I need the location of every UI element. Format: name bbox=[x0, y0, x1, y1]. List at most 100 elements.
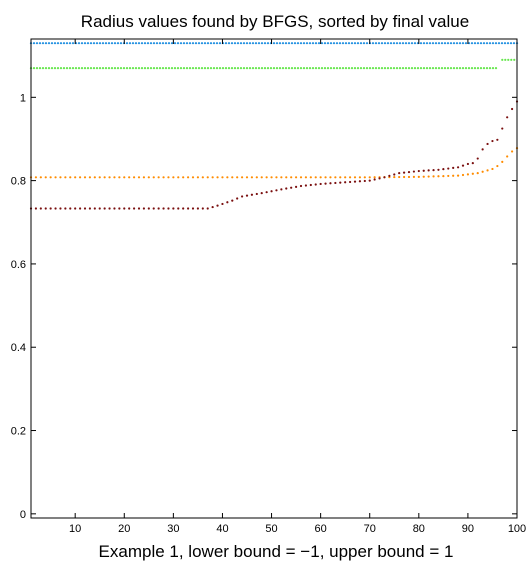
data-point bbox=[507, 58, 510, 61]
data-point bbox=[452, 42, 456, 45]
data-point bbox=[275, 176, 278, 179]
data-point bbox=[417, 175, 420, 178]
data-point bbox=[218, 42, 222, 45]
data-point bbox=[311, 42, 315, 45]
data-point bbox=[395, 67, 399, 70]
data-point bbox=[128, 207, 131, 210]
data-point bbox=[142, 207, 146, 210]
data-point bbox=[287, 67, 291, 70]
data-point bbox=[461, 173, 465, 177]
x-tick-label: 90 bbox=[462, 523, 474, 535]
data-point bbox=[212, 67, 216, 70]
data-point bbox=[266, 42, 270, 45]
data-point bbox=[137, 176, 141, 179]
data-point bbox=[305, 42, 309, 45]
data-point bbox=[65, 42, 69, 45]
data-point bbox=[152, 67, 156, 70]
axis-ticks: 10 20 30 40 50 60 70 80 90 100 0 0.2 0.4 0.6 0.8 1 bbox=[11, 39, 526, 535]
data-point bbox=[410, 67, 414, 70]
data-point bbox=[92, 67, 96, 70]
data-point bbox=[39, 176, 42, 179]
data-point bbox=[59, 207, 62, 210]
data-point bbox=[98, 67, 102, 70]
data-point bbox=[215, 67, 219, 70]
data-point bbox=[44, 207, 47, 210]
data-point bbox=[93, 207, 96, 210]
data-point bbox=[473, 67, 477, 70]
data-point bbox=[339, 176, 342, 179]
data-point bbox=[486, 142, 489, 146]
data-point bbox=[107, 42, 111, 45]
data-point bbox=[299, 67, 303, 70]
data-point bbox=[344, 181, 347, 184]
data-point bbox=[324, 182, 327, 185]
data-point bbox=[196, 176, 200, 179]
data-point bbox=[221, 202, 224, 206]
data-point bbox=[456, 166, 460, 169]
data-point bbox=[216, 204, 219, 207]
data-point bbox=[98, 207, 101, 210]
data-point bbox=[236, 42, 240, 45]
data-point bbox=[496, 164, 499, 168]
data-point bbox=[50, 42, 54, 45]
y-tick-label: 0.6 bbox=[11, 259, 26, 271]
data-point bbox=[290, 186, 293, 189]
data-point bbox=[32, 42, 36, 45]
data-point bbox=[227, 67, 231, 70]
data-point bbox=[122, 67, 126, 70]
data-point bbox=[338, 42, 342, 45]
data-point bbox=[103, 176, 106, 179]
data-point bbox=[278, 67, 282, 70]
data-point bbox=[296, 42, 300, 45]
y-tick-label: 1 bbox=[20, 92, 26, 104]
data-point bbox=[378, 177, 381, 180]
y-tick-label: 0 bbox=[20, 509, 26, 521]
data-point bbox=[74, 176, 77, 179]
data-point bbox=[38, 42, 42, 45]
data-point bbox=[107, 67, 111, 70]
plot-frame bbox=[30, 38, 518, 519]
data-point bbox=[167, 67, 171, 70]
data-point bbox=[98, 176, 101, 179]
data-point bbox=[239, 67, 243, 70]
data-point bbox=[482, 42, 486, 45]
data-point bbox=[257, 42, 261, 45]
data-point bbox=[353, 176, 357, 179]
data-point bbox=[494, 42, 498, 45]
data-point bbox=[358, 176, 362, 179]
data-point bbox=[206, 67, 210, 70]
data-point bbox=[368, 67, 372, 70]
data-point bbox=[329, 67, 333, 70]
x-tick-label: 60 bbox=[315, 523, 327, 535]
data-point bbox=[177, 207, 180, 210]
chart-title: Radius values found by BFGS, sorted by f… bbox=[81, 12, 469, 31]
data-point bbox=[131, 42, 135, 45]
data-point bbox=[147, 207, 150, 210]
data-point bbox=[491, 67, 495, 70]
data-point bbox=[308, 42, 312, 45]
data-point bbox=[47, 67, 51, 70]
data-point bbox=[146, 67, 150, 70]
data-point bbox=[236, 67, 240, 70]
data-point bbox=[281, 67, 285, 70]
data-point bbox=[334, 176, 337, 179]
data-point bbox=[142, 176, 146, 179]
data-point bbox=[242, 67, 246, 70]
data-point bbox=[284, 42, 288, 45]
data-point bbox=[123, 207, 126, 210]
data-point bbox=[44, 42, 48, 45]
data-point bbox=[496, 138, 499, 141]
data-point bbox=[182, 42, 186, 45]
data-point bbox=[412, 175, 416, 179]
data-point bbox=[500, 42, 504, 45]
data-point bbox=[39, 207, 42, 210]
data-point bbox=[226, 201, 229, 204]
data-point bbox=[88, 207, 92, 210]
data-point bbox=[398, 67, 402, 70]
data-point bbox=[383, 67, 387, 70]
data-point bbox=[201, 207, 204, 210]
data-point bbox=[389, 42, 393, 45]
data-point bbox=[157, 176, 160, 179]
data-point bbox=[254, 42, 258, 45]
data-point bbox=[118, 176, 121, 179]
